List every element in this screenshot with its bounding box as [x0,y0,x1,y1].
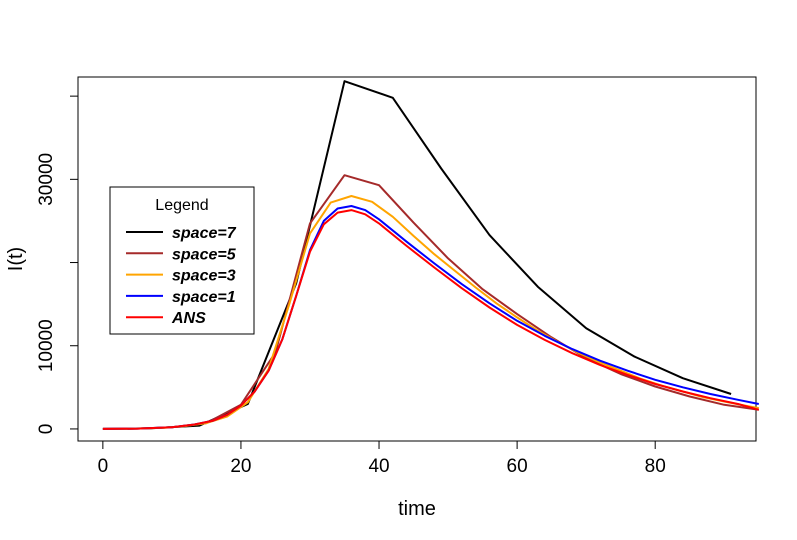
y-tick-label: 10000 [36,319,57,372]
legend-title: Legend [155,197,208,214]
y-axis-title: I(t) [5,247,27,271]
series-layer [102,80,760,430]
y-tick-label: 30000 [36,153,57,206]
legend-label: space=5 [172,246,237,263]
x-axis: 0 20 40 60 80 [98,440,666,477]
legend-box [109,186,255,335]
y-axis: 0 10000 30000 [36,95,79,435]
legend-label: space=7 [172,225,237,242]
x-tick-label: 80 [645,456,666,477]
x-tick-label: 20 [230,456,251,477]
x-tick-label: 0 [98,456,109,477]
x-tick-label: 40 [368,456,389,477]
y-tick-label: 0 [36,424,57,435]
legend-label: space=1 [172,289,236,306]
legend-entries: space=7 space=5 space=3 space=1 ANS [126,225,237,327]
legend-label: ANS [171,310,206,327]
series-line-ans [102,209,760,430]
legend-label: space=3 [172,268,236,285]
x-axis-title: time [398,498,436,520]
x-tick-label: 60 [507,456,528,477]
legend: Legend space=7 space=5 space=3 space=1 ANS [109,186,255,335]
